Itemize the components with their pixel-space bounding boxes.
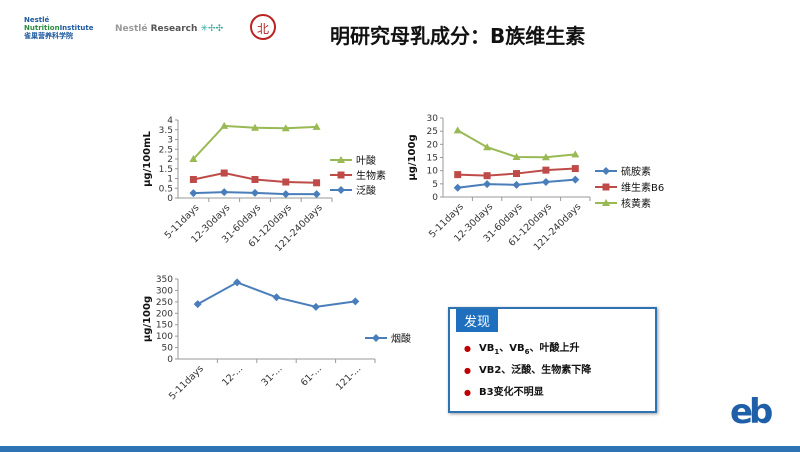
diamond-marker — [312, 190, 321, 199]
diamond-marker — [602, 167, 610, 175]
y-tick-label: 0.5 — [159, 184, 173, 194]
y-tick-label: 0 — [432, 193, 438, 203]
y-axis-label: μg/100mL — [142, 130, 153, 186]
finding-item: B3变化不明显 — [464, 383, 544, 398]
square-marker — [189, 175, 197, 183]
y-tick-label: 300 — [156, 286, 173, 296]
square-marker — [220, 169, 228, 177]
y-tick-label: 10 — [427, 167, 439, 177]
triangle-marker — [189, 155, 198, 162]
finding-item: VB1、VB6、叶酸上升 — [464, 339, 580, 356]
y-tick-label: 50 — [162, 344, 174, 354]
triangle-marker — [312, 122, 321, 130]
diamond-marker — [351, 297, 360, 306]
legend-label: 核黄素 — [621, 197, 651, 210]
legend-label: 生物素 — [356, 169, 386, 182]
y-axis-label: μg/100g — [142, 296, 153, 342]
legend-label: 硫胺素 — [621, 165, 651, 178]
triangle-marker — [512, 152, 521, 160]
diamond-marker — [512, 180, 521, 189]
square-marker — [513, 170, 520, 178]
y-tick-label: 2.5 — [159, 145, 173, 155]
legend-label: 叶酸 — [356, 154, 376, 167]
triangle-marker — [602, 199, 610, 206]
square-marker — [571, 165, 579, 173]
diamond-marker — [571, 175, 580, 184]
brand-logo: eb — [730, 392, 773, 432]
diamond-marker — [337, 186, 345, 194]
finding-item: VB2、泛酸、生物素下降 — [464, 361, 591, 376]
bottom-bar — [0, 446, 800, 452]
legend-label: 维生素B6 — [621, 181, 664, 194]
y-tick-label: 4 — [167, 116, 173, 126]
y-tick-label: 25 — [427, 127, 438, 137]
findings-title: 发现 — [456, 309, 499, 332]
y-tick-label: 100 — [156, 332, 173, 342]
diamond-marker — [220, 188, 229, 197]
findings-box: 发现 VB1、VB6、叶酸上升 VB2、泛酸、生物素下降 B3变化不明显 — [448, 307, 657, 413]
y-tick-label: 1 — [167, 175, 173, 185]
diamond-marker — [372, 334, 380, 342]
y-tick-label: 1.5 — [159, 165, 173, 175]
y-axis-label: μg/100g — [407, 134, 418, 180]
diamond-marker — [281, 190, 290, 199]
x-tick-label: 12-... — [220, 363, 245, 388]
y-tick-label: 3.5 — [159, 126, 173, 136]
diamond-marker — [233, 278, 242, 287]
diamond-marker — [311, 302, 320, 311]
x-tick-label: 61-... — [299, 363, 324, 388]
square-marker — [602, 183, 610, 191]
y-tick-label: 350 — [156, 275, 173, 285]
diamond-marker — [541, 177, 550, 186]
square-marker — [282, 178, 290, 186]
x-tick-label: 5-11days — [167, 363, 206, 402]
triangle-marker — [571, 150, 580, 158]
square-marker — [313, 179, 321, 187]
y-tick-label: 3 — [167, 136, 173, 146]
y-tick-label: 0 — [167, 355, 173, 365]
triangle-marker — [483, 143, 492, 151]
y-tick-label: 30 — [427, 114, 439, 124]
diamond-marker — [189, 189, 198, 198]
x-tick-label: 31-... — [259, 363, 284, 388]
y-tick-label: 250 — [156, 298, 173, 308]
triangle-marker — [453, 126, 462, 134]
triangle-marker — [281, 124, 290, 132]
square-marker — [454, 171, 462, 179]
y-tick-label: 0 — [167, 194, 173, 204]
y-tick-label: 20 — [427, 140, 439, 150]
diamond-marker — [483, 180, 492, 189]
y-tick-label: 5 — [432, 180, 438, 190]
y-tick-label: 15 — [427, 154, 438, 164]
y-tick-label: 150 — [156, 321, 173, 331]
triangle-marker — [220, 121, 229, 129]
legend-label: 烟酸 — [391, 332, 411, 345]
y-tick-label: 2 — [167, 155, 173, 165]
square-marker — [251, 175, 259, 183]
nestle-nutrition-institute-logo: Nestlé NutritionInstitute 雀巢营养科学院 — [24, 16, 94, 40]
y-tick-label: 200 — [156, 309, 173, 319]
series-line — [192, 124, 317, 160]
page-title: 明研究母乳成分：B族维生素 — [330, 24, 586, 48]
peking-university-seal: 北 — [250, 14, 276, 40]
triangle-marker — [251, 123, 259, 131]
diamond-marker — [251, 188, 259, 197]
diamond-marker — [272, 293, 281, 302]
diamond-marker — [453, 183, 462, 192]
x-tick-label: 121-... — [334, 363, 363, 392]
diamond-marker — [193, 300, 202, 309]
square-marker — [337, 171, 345, 179]
square-marker — [542, 166, 550, 174]
square-marker — [483, 172, 491, 180]
triangle-marker — [337, 156, 345, 163]
triangle-marker — [541, 153, 550, 161]
nestle-research-logo: Nestlé Research ✳✢✣ — [115, 24, 224, 34]
legend-label: 泛酸 — [356, 184, 376, 197]
